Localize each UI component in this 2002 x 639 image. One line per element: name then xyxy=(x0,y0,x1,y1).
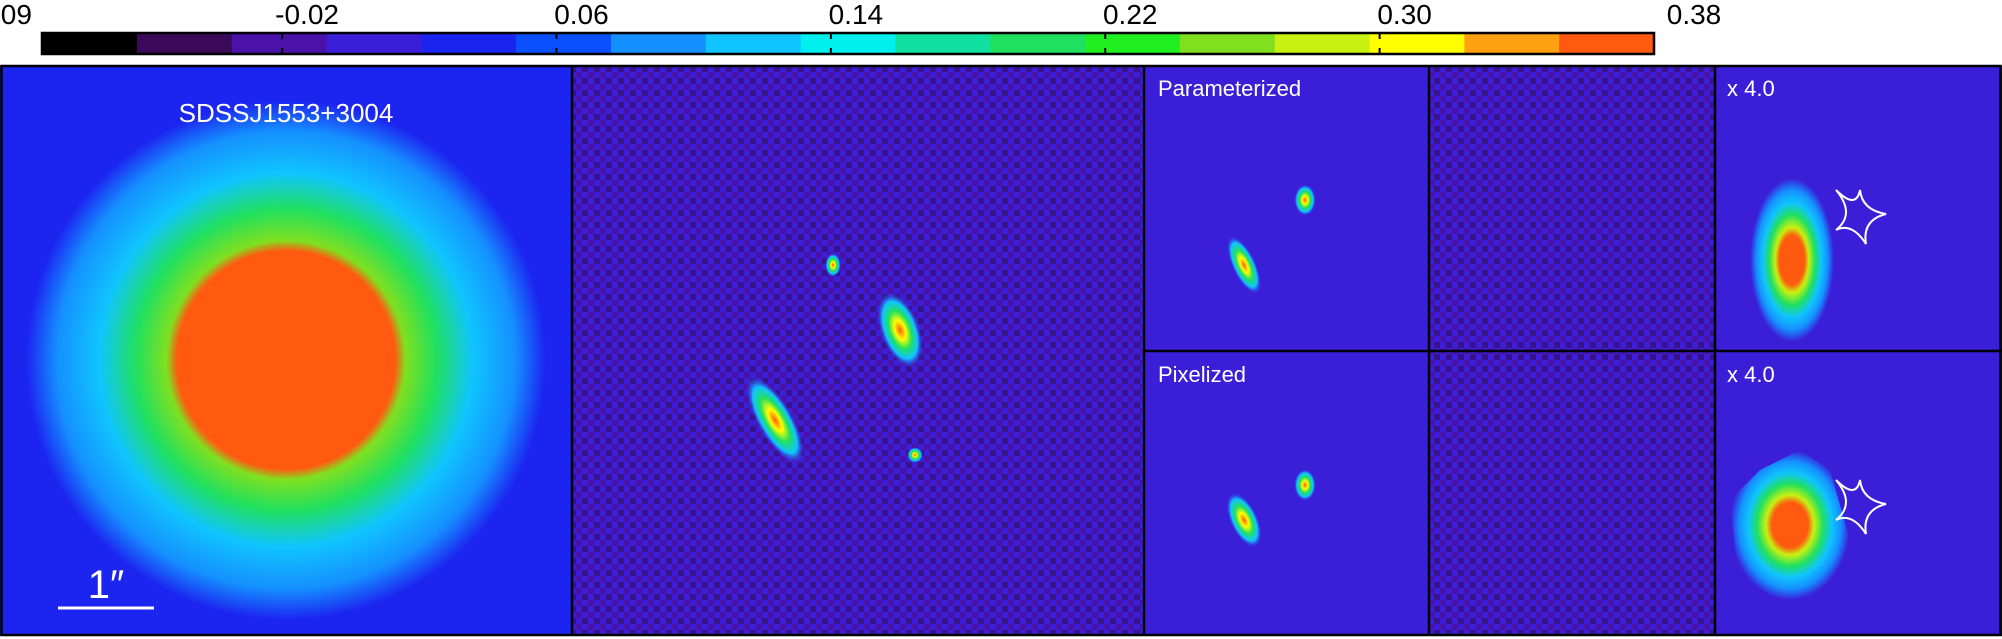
model-arc xyxy=(1226,492,1262,548)
colorbar-segment xyxy=(421,33,517,54)
caustic xyxy=(1835,189,1887,245)
colorbar-tick-label: -0.02 xyxy=(275,0,339,30)
panel-borders xyxy=(0,64,2002,637)
arc xyxy=(907,447,923,463)
model-arc xyxy=(1226,235,1262,295)
colorbar-tick-label: 0.14 xyxy=(829,0,884,30)
colorbar-segment xyxy=(1559,33,1655,54)
magnification: x 4.0 xyxy=(1727,76,1775,101)
colorbar-segment xyxy=(136,33,233,54)
caustic xyxy=(1835,479,1887,535)
colorbar-segment xyxy=(1179,33,1276,54)
lens-name: SDSSJ1553+3004 xyxy=(179,98,394,128)
row-label: Pixelized xyxy=(1158,362,1246,387)
row-label: Parameterized xyxy=(1158,76,1301,101)
colorbar-segment xyxy=(1464,33,1560,54)
colorbar-segment xyxy=(516,33,612,54)
image-panels: SDSSJ1553+3004 1″ Parameterized Pixelize… xyxy=(0,64,2002,637)
arc xyxy=(745,375,805,465)
model-arc xyxy=(1294,469,1316,501)
colorbar: -0.09 -0.02 0.06 0.14 0.22 0.30 0.38 xyxy=(0,0,1722,56)
galaxy-light xyxy=(26,100,546,620)
colorbar-tick-label: -0.09 xyxy=(0,0,32,30)
colorbar-tick-label: 0.30 xyxy=(1377,0,1432,30)
colorbar-segment xyxy=(1369,33,1465,54)
colorbar-segment xyxy=(1274,33,1371,54)
arc xyxy=(825,253,841,277)
colorbar-frame xyxy=(40,31,1656,56)
source xyxy=(1730,450,1850,600)
colorbar-segment xyxy=(990,33,1086,54)
colorbar-tick-label: 0.06 xyxy=(554,0,609,30)
colorbar-segment xyxy=(610,33,707,54)
arc xyxy=(876,291,924,369)
colorbar-segment xyxy=(800,33,896,54)
scale-label: 1″ xyxy=(88,563,124,607)
colorbar-tick-label: 0.22 xyxy=(1103,0,1158,30)
colorbar-tick-label: 0.38 xyxy=(1667,0,1722,30)
residual-image xyxy=(572,66,1144,636)
colorbar-segment xyxy=(1085,33,1181,54)
colorbar-segment xyxy=(42,33,138,54)
source xyxy=(1750,178,1834,342)
colorbar-segment xyxy=(326,33,422,54)
colorbar-segment xyxy=(705,33,802,54)
model-arc xyxy=(1294,184,1316,216)
colorbar-segment xyxy=(895,33,991,54)
magnification: x 4.0 xyxy=(1727,362,1775,387)
colorbar-segment xyxy=(231,33,327,54)
